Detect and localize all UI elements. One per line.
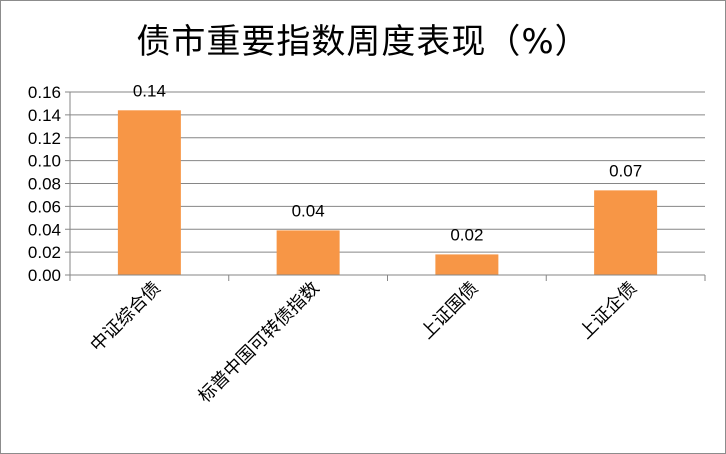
chart-title: 债市重要指数周度表现（%） <box>136 22 590 62</box>
x-category-label: 上证企债 <box>575 278 641 344</box>
bar <box>594 190 658 275</box>
data-label: 0.14 <box>133 81 166 100</box>
data-label: 0.02 <box>450 225 483 244</box>
x-category-label: 中证综合债 <box>86 278 164 356</box>
y-tick-label: 0.00 <box>28 266 61 285</box>
data-label: 0.04 <box>292 201 325 220</box>
y-tick-label: 0.14 <box>28 106 61 125</box>
x-axis: 中证综合债 标普中国可转债指数 上证国债 上证企债 <box>69 274 706 407</box>
bars: 0.14 0.04 0.02 0.07 <box>117 81 658 275</box>
bar <box>117 110 181 275</box>
y-axis: 0.00 0.02 0.04 0.06 0.08 0.10 0.12 0.14 0.16 <box>28 83 71 285</box>
y-tick-label: 0.04 <box>28 220 61 239</box>
y-tick-label: 0.12 <box>28 129 61 148</box>
y-tick-label: 0.08 <box>28 175 61 194</box>
bar <box>276 230 340 275</box>
data-label: 0.07 <box>609 161 642 180</box>
bar <box>435 254 499 275</box>
x-category-label: 上证国债 <box>417 278 483 344</box>
y-tick-label: 0.16 <box>28 83 61 102</box>
x-category-label: 标普中国可转债指数 <box>194 278 323 407</box>
y-tick-label: 0.10 <box>28 152 61 171</box>
y-tick-label: 0.02 <box>28 243 61 262</box>
y-tick-label: 0.06 <box>28 197 61 216</box>
